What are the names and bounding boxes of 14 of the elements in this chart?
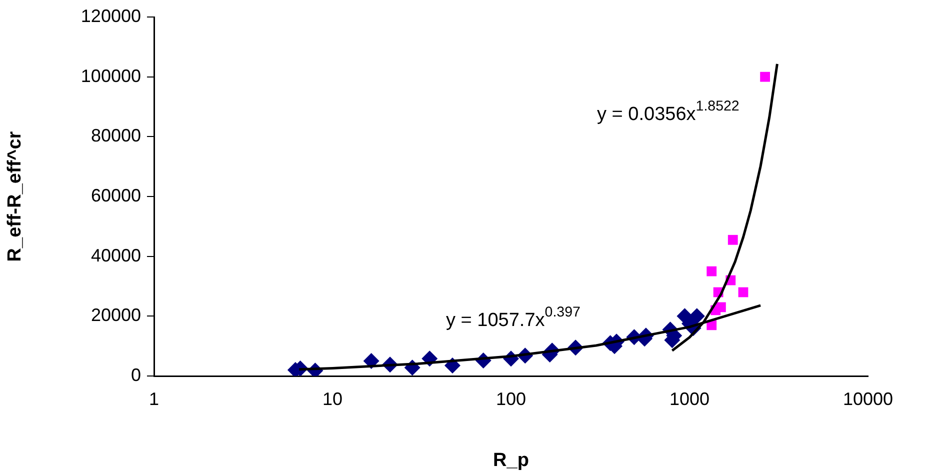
y-tick-label: 0: [130, 364, 141, 385]
x-tick-label: 1000: [669, 388, 710, 409]
x-tick-label: 1: [148, 388, 160, 409]
y-tick-label: 20000: [90, 305, 141, 326]
y-tick-label: 100000: [80, 66, 141, 86]
y-axis-title: R_eff-R_eff^cr: [4, 130, 26, 262]
x-tick-label: 100: [496, 388, 526, 409]
y-tick-label: 60000: [90, 185, 141, 206]
y-tick-label: 80000: [90, 126, 141, 146]
y-tick-label: 40000: [90, 245, 141, 266]
y-tick-label: 120000: [80, 6, 141, 26]
x-axis-title: R_p: [493, 450, 529, 471]
x-tick-label: 10000: [842, 388, 894, 409]
x-tick-label: 10: [322, 388, 343, 409]
